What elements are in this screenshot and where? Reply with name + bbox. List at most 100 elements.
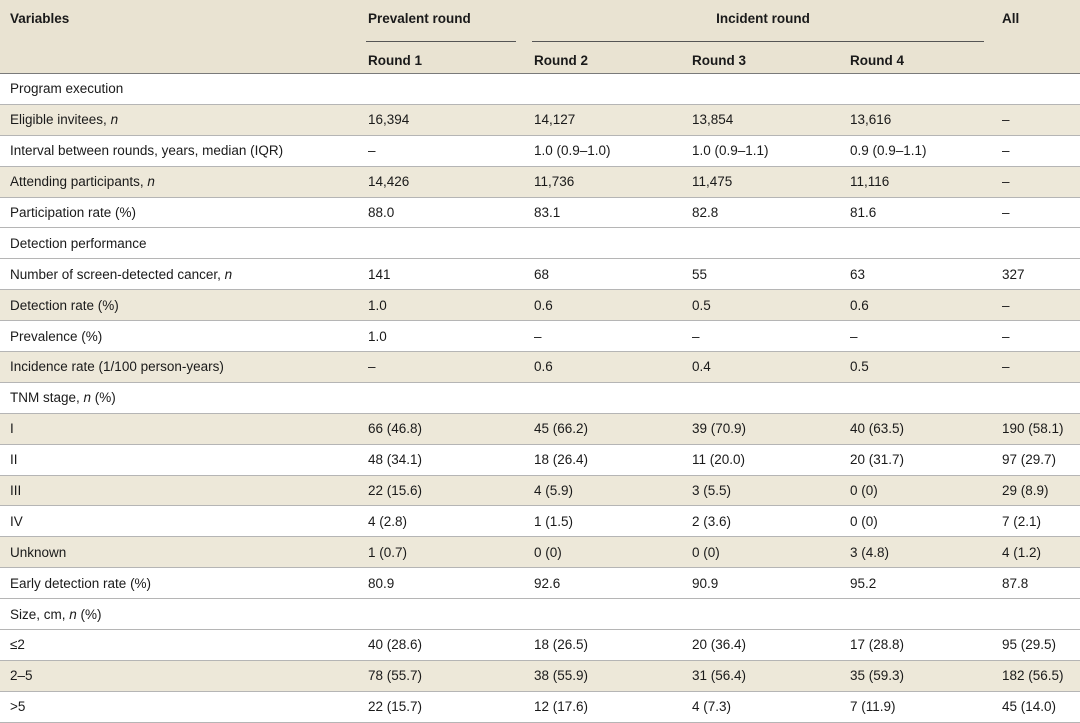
cell-round-2: 14,127	[524, 104, 682, 136]
header-round-4: Round 4	[840, 47, 993, 74]
cell-all: 45 (14.0)	[1002, 699, 1057, 715]
cell-round-2: 4 (5.9)	[524, 475, 682, 506]
cell-round-2: 68	[534, 266, 550, 282]
cell-round-4: 3 (4.8)	[840, 536, 993, 568]
cell-round-1: 1.0	[358, 289, 524, 321]
cell-round-1: 40 (28.6)	[368, 637, 423, 653]
cell-round-3: 0.5	[682, 289, 840, 321]
cell-round-2: –	[534, 328, 542, 344]
cell-round-3: 13,854	[682, 104, 840, 136]
cell-round-1: 141	[368, 266, 391, 282]
cell-round-1: 80.9	[368, 575, 395, 591]
cell-round-4: 63	[850, 266, 866, 282]
cell-round-4: 0.6	[840, 289, 993, 321]
cell-round-4: 40 (63.5)	[840, 413, 993, 445]
cell-round-3: 55	[692, 266, 708, 282]
section-label: Program execution	[0, 73, 1080, 105]
cell-all: 190 (58.1)	[992, 413, 1080, 445]
cell-all: 87.8	[1002, 575, 1029, 591]
row-label: III	[0, 475, 358, 506]
table-header: Variables Prevalent round Incident round…	[0, 0, 1080, 74]
cell-round-3: 39 (70.9)	[682, 413, 840, 445]
row-label: ≤2	[10, 637, 25, 653]
cell-round-2: 92.6	[534, 575, 561, 591]
cell-round-1: 66 (46.8)	[358, 413, 524, 445]
cell-round-2: 0 (0)	[524, 536, 682, 568]
cell-round-3: 31 (56.4)	[682, 660, 840, 692]
table-row: Number of screen-detected cancer, n 141 …	[0, 259, 1080, 290]
cell-all: 29 (8.9)	[992, 475, 1080, 506]
table-row: ≤2 40 (28.6) 18 (26.5) 20 (36.4) 17 (28.…	[0, 630, 1080, 661]
cell-round-1: 4 (2.8)	[368, 513, 408, 529]
row-label: Incidence rate (1/100 person-years)	[0, 351, 358, 383]
cell-round-2: 11,736	[524, 166, 682, 198]
table-row: Attending participants, n 14,426 11,736 …	[0, 166, 1080, 198]
table-row: Unknown 1 (0.7) 0 (0) 0 (0) 3 (4.8) 4 (1…	[0, 536, 1080, 568]
cell-round-4: 20 (31.7)	[850, 452, 905, 468]
cell-round-2: 38 (55.9)	[524, 660, 682, 692]
cell-round-2: 18 (26.5)	[534, 637, 589, 653]
cell-round-3: 1.0 (0.9–1.1)	[692, 143, 769, 159]
header-round-2: Round 2	[524, 47, 682, 74]
row-label: Interval between rounds, years, median (…	[10, 143, 284, 159]
header-incident-round: Incident round	[524, 0, 993, 47]
row-label: Prevalence (%)	[10, 328, 103, 344]
row-label: II	[10, 452, 18, 468]
cell-all: –	[992, 289, 1080, 321]
row-label: Unknown	[0, 536, 358, 568]
section-label: Detection performance	[0, 227, 1080, 259]
cell-round-4: 81.6	[850, 205, 877, 220]
cell-round-2: 1 (1.5)	[534, 513, 574, 529]
cell-all: 95 (29.5)	[1002, 637, 1057, 653]
table-row: IV 4 (2.8) 1 (1.5) 2 (3.6) 0 (0) 7 (2.1)	[0, 506, 1080, 537]
row-label: Participation rate (%)	[10, 205, 137, 220]
cell-round-2: 1.0 (0.9–1.0)	[534, 143, 611, 159]
table-row: I 66 (46.8) 45 (66.2) 39 (70.9) 40 (63.5…	[0, 413, 1080, 445]
cell-round-3: 3 (5.5)	[682, 475, 840, 506]
cell-round-3: 11 (20.0)	[692, 452, 746, 468]
header-all: All	[992, 0, 1080, 47]
cell-round-2: 12 (17.6)	[534, 699, 589, 715]
cell-round-4: –	[850, 328, 858, 344]
header-variables: Variables	[0, 0, 358, 47]
cell-round-3: 20 (36.4)	[692, 637, 747, 653]
table-row: Participation rate (%) 88.0 83.1 82.8 81…	[0, 197, 1080, 228]
table-row: II 48 (34.1) 18 (26.4) 11 (20.0) 20 (31.…	[0, 444, 1080, 476]
cell-all: 97 (29.7)	[1002, 452, 1057, 468]
table-row: 2–5 78 (55.7) 38 (55.9) 31 (56.4) 35 (59…	[0, 660, 1080, 692]
cell-round-2: 0.6	[524, 351, 682, 383]
cell-round-4: 11,116	[840, 166, 993, 198]
cell-round-1: 48 (34.1)	[368, 452, 423, 468]
cell-round-4: 0.5	[840, 351, 993, 383]
table-body: Program execution Eligible invitees, n 1…	[0, 73, 1080, 723]
cell-round-3: 0 (0)	[682, 536, 840, 568]
cell-all: 7 (2.1)	[1002, 513, 1042, 529]
row-label: 2–5	[0, 660, 358, 692]
cell-round-1: 1.0	[368, 328, 387, 344]
header-prevalent-round: Prevalent round	[358, 0, 524, 47]
row-label: >5	[10, 699, 26, 715]
header-round-1: Round 1	[358, 47, 524, 74]
cell-round-4: 0 (0)	[840, 475, 993, 506]
section-label: TNM stage, n (%)	[0, 382, 1080, 414]
cell-round-4: 17 (28.8)	[850, 637, 905, 653]
cell-all: –	[1002, 143, 1010, 159]
section-row-detection-performance: Detection performance	[0, 227, 1080, 259]
cell-all: –	[1002, 205, 1010, 220]
cell-round-4: 0 (0)	[850, 513, 878, 529]
cell-round-3: 11,475	[682, 166, 840, 198]
cell-all: 4 (1.2)	[992, 536, 1080, 568]
cell-round-1: –	[358, 351, 524, 383]
section-row-size: Size, cm, n (%)	[0, 598, 1080, 630]
row-label: Attending participants, n	[0, 166, 358, 198]
cell-round-4: 35 (59.3)	[840, 660, 993, 692]
cell-round-1: 88.0	[368, 205, 395, 220]
header-round-3: Round 3	[682, 47, 840, 74]
section-row-program-execution: Program execution	[0, 73, 1080, 105]
cell-round-1: 16,394	[358, 104, 524, 136]
cell-round-2: 0.6	[524, 289, 682, 321]
table-row: Early detection rate (%) 80.9 92.6 90.9 …	[0, 568, 1080, 599]
cell-round-3: 2 (3.6)	[692, 513, 732, 529]
cell-round-1: 22 (15.6)	[358, 475, 524, 506]
cell-round-3: 90.9	[692, 575, 719, 591]
